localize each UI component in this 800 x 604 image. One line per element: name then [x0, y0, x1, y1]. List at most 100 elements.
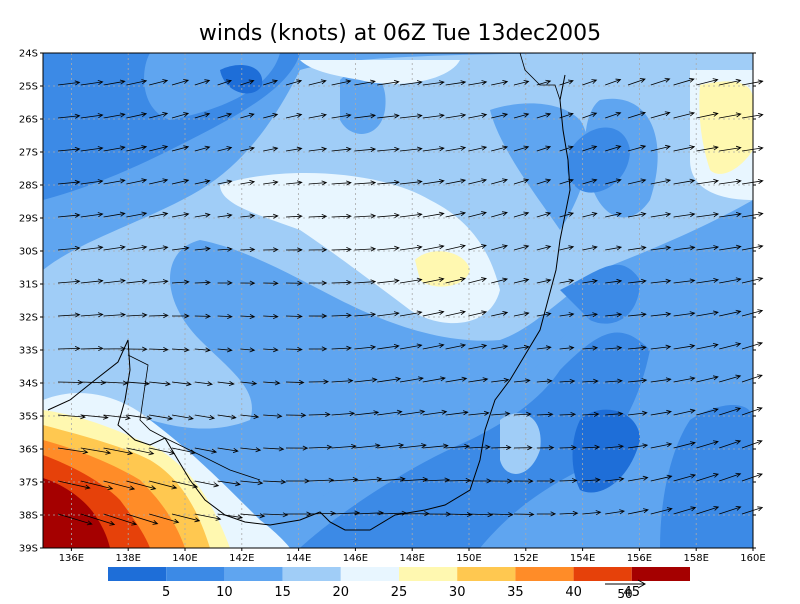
wind-arrow	[468, 211, 487, 218]
wind-arrow	[149, 447, 176, 456]
wind-arrow	[741, 276, 764, 284]
wind-arrow	[103, 414, 131, 421]
wind-arrow	[263, 180, 279, 186]
wind-arrow	[673, 376, 696, 383]
wind-arrow	[149, 480, 178, 490]
wind-arrow	[194, 79, 211, 86]
wind-arrow	[217, 313, 233, 319]
contour-fill	[699, 81, 753, 174]
wind-arrow	[126, 480, 157, 491]
lon-tick-label: 142E	[229, 553, 254, 564]
wind-arrow	[559, 445, 577, 451]
wind-arrow	[194, 280, 211, 286]
wind-arrow	[80, 212, 104, 218]
wind-arrow	[240, 79, 255, 86]
wind-arrow	[491, 377, 510, 383]
wind-arrow	[673, 343, 696, 350]
wind-arrow	[650, 409, 672, 416]
wind-arrow	[650, 77, 671, 86]
wind-arrow	[194, 347, 211, 353]
wind-arrow	[696, 440, 719, 449]
wind-arrow	[605, 509, 626, 515]
wind-arrow	[331, 146, 352, 152]
wind-arrow	[673, 212, 696, 218]
wind-arrow	[468, 512, 494, 518]
coastline	[47, 74, 571, 531]
wind-arrow	[126, 211, 148, 218]
wind-arrow	[468, 178, 488, 185]
wind-arrow	[57, 245, 81, 251]
wind-arrow	[217, 414, 237, 420]
wind-arrow	[308, 79, 327, 86]
wind-arrow	[605, 345, 623, 351]
wind-arrow	[399, 409, 426, 416]
wind-arrow	[491, 344, 509, 350]
axis-labels: 24S 25S 26S 27S 28S 29S 30S 31S 32S 33S 34S 35S 36S 3…	[19, 49, 766, 565]
wind-arrow	[263, 347, 279, 353]
wind-arrow	[103, 380, 129, 386]
wind-arrow	[171, 480, 199, 489]
wind-arrow	[308, 280, 328, 286]
wind-arrow	[696, 473, 720, 482]
wind-arrow	[696, 375, 719, 383]
wind-arrow	[627, 508, 649, 515]
wind-arrow	[422, 113, 445, 119]
contour-fill	[572, 409, 640, 493]
wind-arrow	[582, 245, 598, 251]
wind-arrow	[719, 179, 742, 185]
wind-arrow	[263, 512, 289, 518]
wind-arrow	[354, 377, 378, 383]
contour-fill	[415, 251, 470, 287]
wind-arrow	[491, 178, 508, 185]
wind-arrow	[741, 244, 764, 251]
wind-arrow	[103, 245, 126, 251]
wind-arrow	[673, 145, 696, 152]
wind-arrow	[240, 414, 260, 420]
wind-arrow	[126, 414, 153, 421]
wind-arrow	[126, 79, 148, 86]
wind-arrow	[354, 443, 381, 449]
wind-arrow	[468, 112, 488, 119]
wind-arrow	[126, 178, 148, 185]
wind-arrow	[240, 314, 256, 320]
wind-arrow	[627, 345, 647, 351]
wind-arrow	[582, 444, 601, 450]
wind-arrow	[171, 447, 197, 455]
wind-arrow	[171, 347, 190, 353]
wind-arrow	[377, 311, 400, 317]
wind-arrow	[103, 145, 126, 152]
wind-arrow	[536, 145, 552, 152]
wind-arrow	[285, 346, 303, 352]
wind-arrow	[171, 279, 190, 285]
wind-arrow	[559, 412, 577, 418]
wind-arrow	[582, 178, 598, 185]
wind-arrow	[126, 145, 148, 152]
wind-arrow	[57, 279, 81, 285]
wind-arrow	[650, 144, 671, 152]
wind-arrow	[103, 447, 134, 456]
wind-arrow	[741, 112, 764, 119]
wind-arrow	[263, 479, 287, 485]
wind-arrow	[559, 211, 575, 218]
wind-arrow	[513, 79, 530, 86]
wind-arrow	[194, 480, 220, 488]
wind-arrow	[627, 212, 647, 218]
wind-arrow	[605, 145, 622, 152]
wind-arrow	[559, 510, 579, 516]
wind-arrow	[422, 343, 445, 350]
wind-arrow	[741, 309, 764, 317]
wind-arrow	[80, 513, 116, 526]
wind-arrow	[445, 410, 469, 416]
lat-tick-label: 35S	[19, 412, 38, 423]
wind-arrow	[399, 310, 423, 317]
wind-arrow	[331, 247, 352, 253]
wind-arrow	[80, 179, 104, 185]
wind-arrow	[149, 347, 169, 353]
wind-arrow	[308, 477, 335, 483]
wind-arrow	[399, 245, 423, 251]
wind-arrow	[536, 378, 553, 384]
wind-arrow	[103, 480, 136, 491]
wind-arrow	[422, 146, 445, 152]
wind-arrow	[240, 280, 256, 286]
wind-arrow	[171, 414, 194, 421]
